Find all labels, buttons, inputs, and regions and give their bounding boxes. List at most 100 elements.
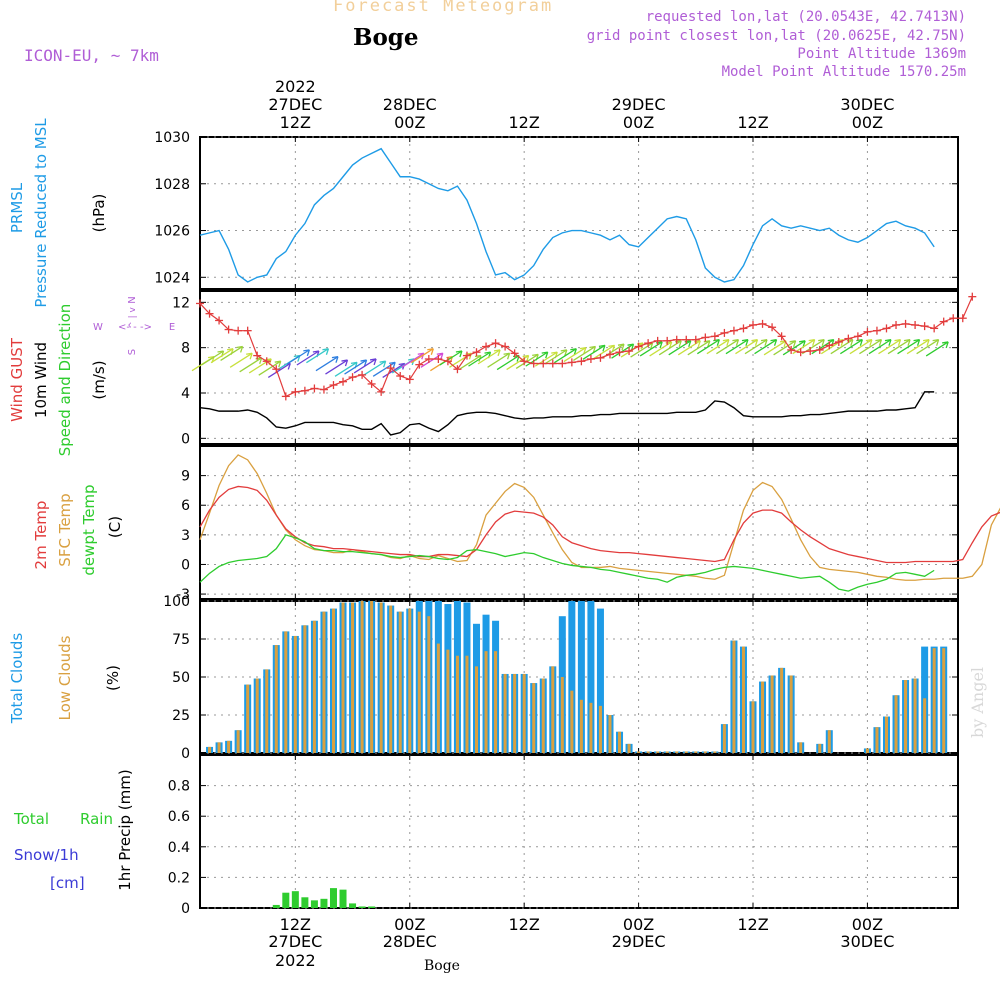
wind-direction-arrowhead xyxy=(335,356,339,363)
wind-direction-arrowhead xyxy=(716,339,720,346)
low-clouds-bar xyxy=(236,730,240,753)
pressure-ytick-label: 1026 xyxy=(154,224,190,240)
wind-direction-arrow xyxy=(687,340,711,356)
wind-direction-arrow xyxy=(267,362,291,379)
wind-direction-arrowhead xyxy=(408,358,415,361)
wind-direction-arrowhead xyxy=(331,356,339,359)
wind-direction-arrow xyxy=(878,339,901,355)
clouds-ytick-label: 50 xyxy=(172,670,190,686)
low-clouds-bar xyxy=(875,727,879,753)
wind-direction-arrowhead xyxy=(659,341,663,349)
low-clouds-bar xyxy=(303,625,307,753)
wind-direction-arrowhead xyxy=(592,346,597,353)
wind-direction-arrowhead xyxy=(545,351,549,359)
low-clouds-bar xyxy=(532,683,536,753)
wind-direction-arrowhead xyxy=(564,349,568,357)
wind-direction-arrow xyxy=(563,347,587,363)
low-clouds-bar xyxy=(656,751,660,753)
wind-direction-arrowhead xyxy=(617,343,625,346)
wind-direction-arrow xyxy=(744,339,768,355)
bottom-hour-label: 00Z xyxy=(623,915,654,934)
wind-panel-frame xyxy=(199,290,959,445)
low-clouds-bar xyxy=(389,605,393,753)
precip-snow-unit: [cm] xyxy=(50,874,85,892)
low-clouds-bar xyxy=(331,608,335,753)
precip-panel: 0 0.2 0.4 0.6 0.8 xyxy=(168,754,959,917)
wind-direction-arrowhead xyxy=(799,340,806,343)
low-clouds-bar xyxy=(789,675,793,753)
wind-direction-arrowhead xyxy=(474,354,482,358)
wind-direction-arrow xyxy=(573,345,596,362)
wind-direction-arrowhead xyxy=(459,350,463,358)
bottom-hour-label: 12Z xyxy=(737,915,768,934)
pressure-ytick-label: 1024 xyxy=(154,270,190,286)
wind-direction-arrow xyxy=(258,360,282,376)
wind-direction-arrow xyxy=(296,350,320,366)
wind-direction-arrow xyxy=(458,354,482,371)
top-hour-label: 12Z xyxy=(509,113,540,132)
wind-direction-arrow xyxy=(735,339,758,355)
footer-location: Boge xyxy=(424,958,460,974)
low-clouds-bar xyxy=(665,751,669,753)
wind-direction-arrow xyxy=(668,340,692,356)
temp-ytick-label: 0 xyxy=(181,557,190,573)
wind-direction-arrowhead xyxy=(497,349,501,357)
wind-direction-arrowhead xyxy=(598,344,606,347)
wind-direction-arrow xyxy=(592,344,615,360)
wind-direction-arrow xyxy=(439,350,463,366)
wind-direction-arrow xyxy=(201,350,224,366)
wind-direction-arrowhead xyxy=(455,350,463,353)
bottom-hour-label: 12Z xyxy=(509,915,540,934)
sfc-temp-line xyxy=(199,454,1000,581)
wind-direction-arrowhead xyxy=(608,344,615,347)
low-clouds-bar xyxy=(818,743,822,753)
wind-direction-arrowhead xyxy=(802,340,806,348)
compass-east: E xyxy=(169,322,175,333)
wind-direction-arrowhead xyxy=(818,339,825,342)
wind-direction-arrowhead xyxy=(773,339,778,346)
wind-direction-arrowhead xyxy=(792,340,797,348)
temp-panel-frame xyxy=(199,445,959,600)
clouds-ytick-label: 100 xyxy=(163,594,190,610)
clouds-ytick-label: 25 xyxy=(172,708,190,724)
low-clouds-bar xyxy=(618,731,622,753)
low-clouds-bar xyxy=(770,675,774,753)
top-date-label: 27DEC xyxy=(268,95,322,114)
low-clouds-bar xyxy=(637,751,641,753)
wind-direction-arrowhead xyxy=(583,347,587,354)
low-clouds-bar xyxy=(398,611,402,753)
low-clouds-bar xyxy=(608,715,612,753)
wind-direction-arrowhead xyxy=(754,339,759,346)
wind-direction-arrow xyxy=(210,348,234,364)
wind-direction-arrow xyxy=(716,339,739,355)
wind-direction-arrowhead xyxy=(360,359,367,362)
wind-direction-arrow xyxy=(325,359,348,375)
temp-ytick-label: 9 xyxy=(181,469,190,485)
low-clouds-bar xyxy=(293,635,297,753)
wind-direction-arrow xyxy=(830,339,854,355)
wind-10m-label: 10m Wind xyxy=(32,342,50,418)
wind-direction-arrowhead xyxy=(383,360,387,368)
top-hour-label: 12Z xyxy=(737,113,768,132)
low-clouds-bar xyxy=(351,602,355,753)
wind-direction-label: Speed and Direction xyxy=(56,304,74,457)
wind-direction-arrowhead xyxy=(760,339,768,342)
low-clouds-bar xyxy=(408,608,412,753)
low-clouds-bar xyxy=(751,701,755,753)
wind-direction-arrowhead xyxy=(573,348,577,355)
model-point-altitude: Model Point Altitude 1570.25m xyxy=(721,64,966,80)
low-clouds-bar xyxy=(904,680,908,753)
wind-10m-line xyxy=(199,391,935,436)
wind-direction-arrowhead xyxy=(541,351,548,354)
low-clouds-bar xyxy=(703,751,707,753)
wind-direction-arrow xyxy=(639,341,663,357)
rain-bar xyxy=(301,897,309,908)
wind-direction-arrow xyxy=(782,340,806,356)
compass-south: S xyxy=(127,349,138,355)
top-date-label: 28DEC xyxy=(383,95,437,114)
point-altitude: Point Altitude 1369m xyxy=(797,46,966,62)
low-clouds-bar xyxy=(799,742,803,753)
wind-direction-arrowhead xyxy=(945,341,949,349)
grid-point-coords: grid point closest lon,lat (20.0625E, 42… xyxy=(586,28,966,44)
